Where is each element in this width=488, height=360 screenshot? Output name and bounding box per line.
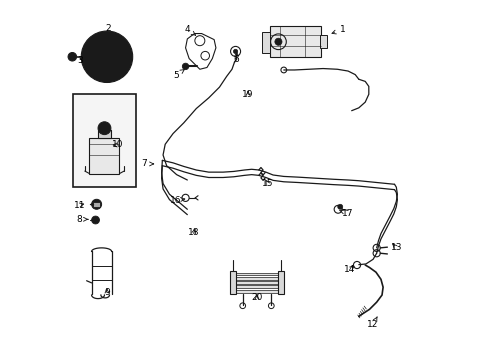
- Bar: [98, 130, 111, 138]
- Text: 1: 1: [331, 25, 345, 34]
- Text: 16: 16: [170, 195, 184, 204]
- Text: 15: 15: [262, 179, 273, 188]
- Bar: [233, 281, 280, 284]
- Bar: [233, 285, 280, 288]
- Circle shape: [274, 38, 282, 45]
- Circle shape: [95, 45, 118, 68]
- Bar: [262, 32, 270, 53]
- Bar: [269, 26, 321, 57]
- Bar: [230, 271, 235, 294]
- Text: 2: 2: [105, 24, 111, 37]
- Bar: [278, 271, 283, 294]
- Text: 18: 18: [188, 228, 199, 237]
- Bar: [319, 35, 326, 48]
- Circle shape: [90, 40, 123, 73]
- Circle shape: [337, 204, 342, 209]
- Text: 8: 8: [77, 215, 88, 224]
- Circle shape: [91, 216, 99, 224]
- Circle shape: [98, 122, 111, 135]
- Text: 11: 11: [74, 201, 85, 210]
- Bar: [89, 138, 119, 174]
- Text: 7: 7: [142, 159, 153, 168]
- Text: 14: 14: [344, 265, 355, 274]
- Circle shape: [182, 63, 188, 69]
- Circle shape: [91, 199, 102, 209]
- Text: 5: 5: [173, 69, 184, 80]
- Circle shape: [100, 50, 114, 64]
- Text: 20: 20: [251, 293, 262, 302]
- Circle shape: [68, 53, 77, 61]
- Text: 10: 10: [112, 140, 123, 149]
- Bar: [233, 277, 280, 280]
- Bar: [73, 94, 135, 187]
- Text: 17: 17: [339, 209, 353, 218]
- Circle shape: [81, 31, 132, 82]
- Bar: [233, 290, 280, 293]
- Circle shape: [86, 36, 128, 78]
- Text: 9: 9: [104, 288, 110, 297]
- Text: 19: 19: [242, 90, 253, 99]
- Text: 12: 12: [366, 317, 378, 329]
- Text: 3: 3: [77, 56, 84, 65]
- Text: 13: 13: [390, 243, 401, 252]
- Bar: [233, 273, 280, 275]
- Circle shape: [233, 49, 237, 54]
- Text: 4: 4: [184, 25, 195, 35]
- Bar: [93, 202, 100, 207]
- Text: 6: 6: [233, 52, 239, 64]
